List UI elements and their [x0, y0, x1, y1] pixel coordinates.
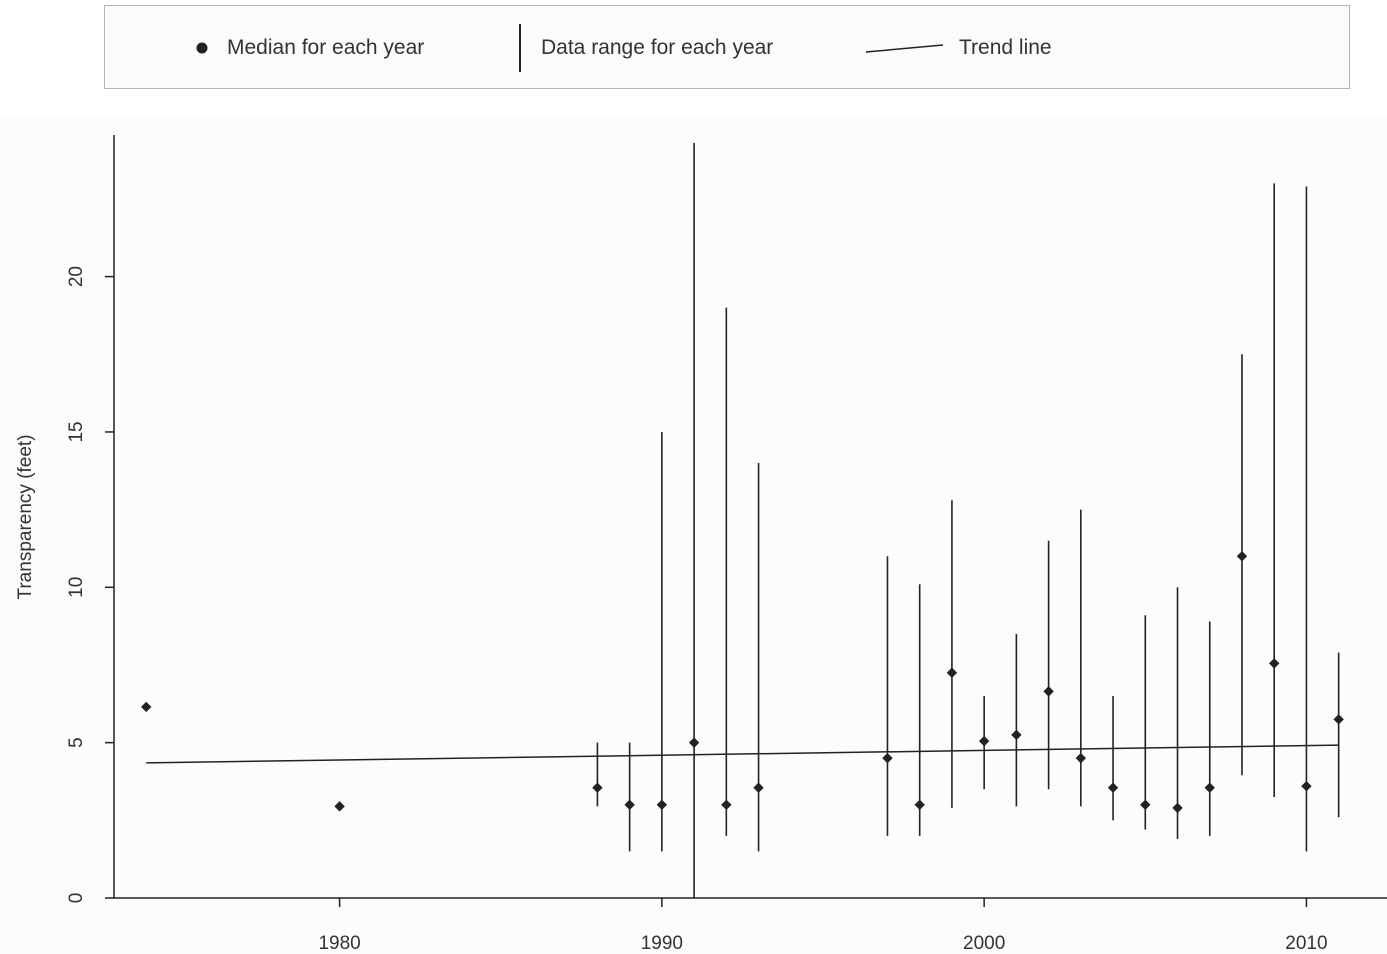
legend: Median for each year Data range for each… — [104, 5, 1350, 89]
trend-line-icon — [865, 44, 944, 53]
median-point-2011 — [1333, 714, 1344, 725]
median-point-2004 — [1107, 782, 1119, 793]
legend-item-median: Median for each year — [195, 6, 424, 90]
legend-item-trend: Trend line — [865, 6, 1052, 90]
range-bar-icon — [519, 24, 521, 72]
legend-item-range: Data range for each year — [517, 6, 773, 90]
median-dot-icon — [196, 42, 208, 54]
x-tick-label: 1980 — [318, 933, 360, 954]
median-point-2000 — [978, 735, 990, 747]
x-tick-label: 2010 — [1285, 933, 1327, 954]
median-point-1998 — [914, 799, 925, 810]
median-point-1974 — [141, 701, 152, 713]
median-point-2001 — [1011, 729, 1022, 741]
axes: 1980 1990 2000 2010 0 5 10 15 20 — [66, 135, 1387, 954]
y-tick-label: 15 — [66, 421, 87, 442]
trend-line — [146, 744, 1339, 764]
median-point-1999 — [946, 667, 958, 678]
x-tick-label: 2000 — [963, 933, 1005, 954]
median-series — [141, 551, 1344, 814]
median-point-1991 — [688, 737, 700, 748]
median-point-2009 — [1269, 658, 1280, 669]
legend-trend-label: Trend line — [959, 36, 1052, 59]
x-tick-label: 1990 — [641, 933, 683, 954]
median-point-1997 — [882, 752, 893, 764]
median-point-1980 — [334, 801, 345, 812]
legend-range-label: Data range for each year — [541, 36, 774, 59]
y-tick-label: 5 — [66, 737, 87, 748]
median-point-2003 — [1075, 752, 1087, 764]
median-point-2006 — [1172, 802, 1183, 814]
range-series — [596, 143, 1340, 898]
median-point-2002 — [1043, 686, 1054, 697]
median-point-2010 — [1301, 780, 1312, 792]
median-point-1988 — [592, 782, 603, 793]
median-point-2007 — [1204, 782, 1215, 793]
y-axis-label: Transparency (feet) — [15, 434, 36, 599]
legend-median-label: Median for each year — [227, 36, 425, 59]
median-point-1993 — [753, 782, 764, 793]
median-point-1992 — [721, 799, 732, 810]
y-tick-label: 20 — [66, 266, 87, 287]
trend-series — [146, 744, 1339, 764]
median-point-2005 — [1140, 799, 1151, 810]
y-tick-label: 0 — [66, 893, 87, 904]
y-tick-label: 10 — [66, 577, 87, 598]
median-point-2008 — [1236, 551, 1248, 562]
median-point-1989 — [624, 799, 635, 810]
median-point-1990 — [656, 799, 668, 810]
